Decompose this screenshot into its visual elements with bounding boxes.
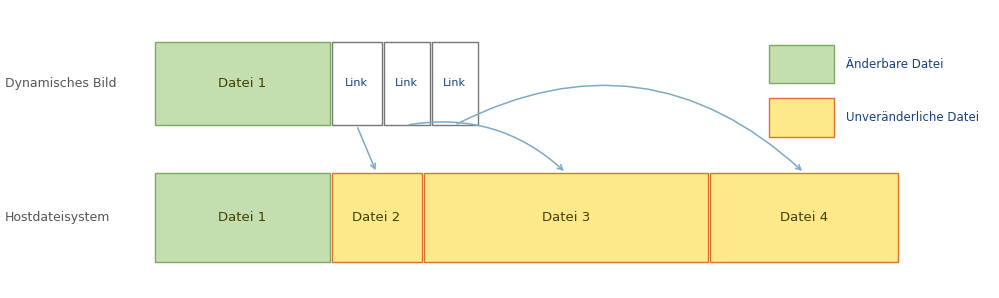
Bar [332,42,382,125]
Text: Datei 2: Datei 2 [353,211,401,224]
Text: Datei 3: Datei 3 [541,211,590,224]
Bar [155,173,330,262]
Bar [769,45,834,83]
Text: Datei 1: Datei 1 [218,77,267,90]
FancyArrowPatch shape [457,85,801,170]
Text: Link: Link [395,78,419,89]
Text: Link: Link [345,78,369,89]
FancyArrowPatch shape [410,122,562,170]
Bar [769,98,834,137]
Bar [332,173,422,262]
Text: Dynamisches Bild: Dynamisches Bild [5,77,117,90]
Text: Datei 4: Datei 4 [780,211,828,224]
Bar [424,173,708,262]
Text: Hostdateisystem: Hostdateisystem [5,211,110,224]
Bar [384,42,430,125]
Text: Änderbare Datei: Änderbare Datei [846,58,944,71]
Bar [155,42,330,125]
Text: Datei 1: Datei 1 [218,211,267,224]
Text: Link: Link [443,78,467,89]
Text: Unveränderliche Datei: Unveränderliche Datei [846,111,979,124]
Bar [710,173,898,262]
FancyArrowPatch shape [358,128,376,169]
Bar [432,42,478,125]
